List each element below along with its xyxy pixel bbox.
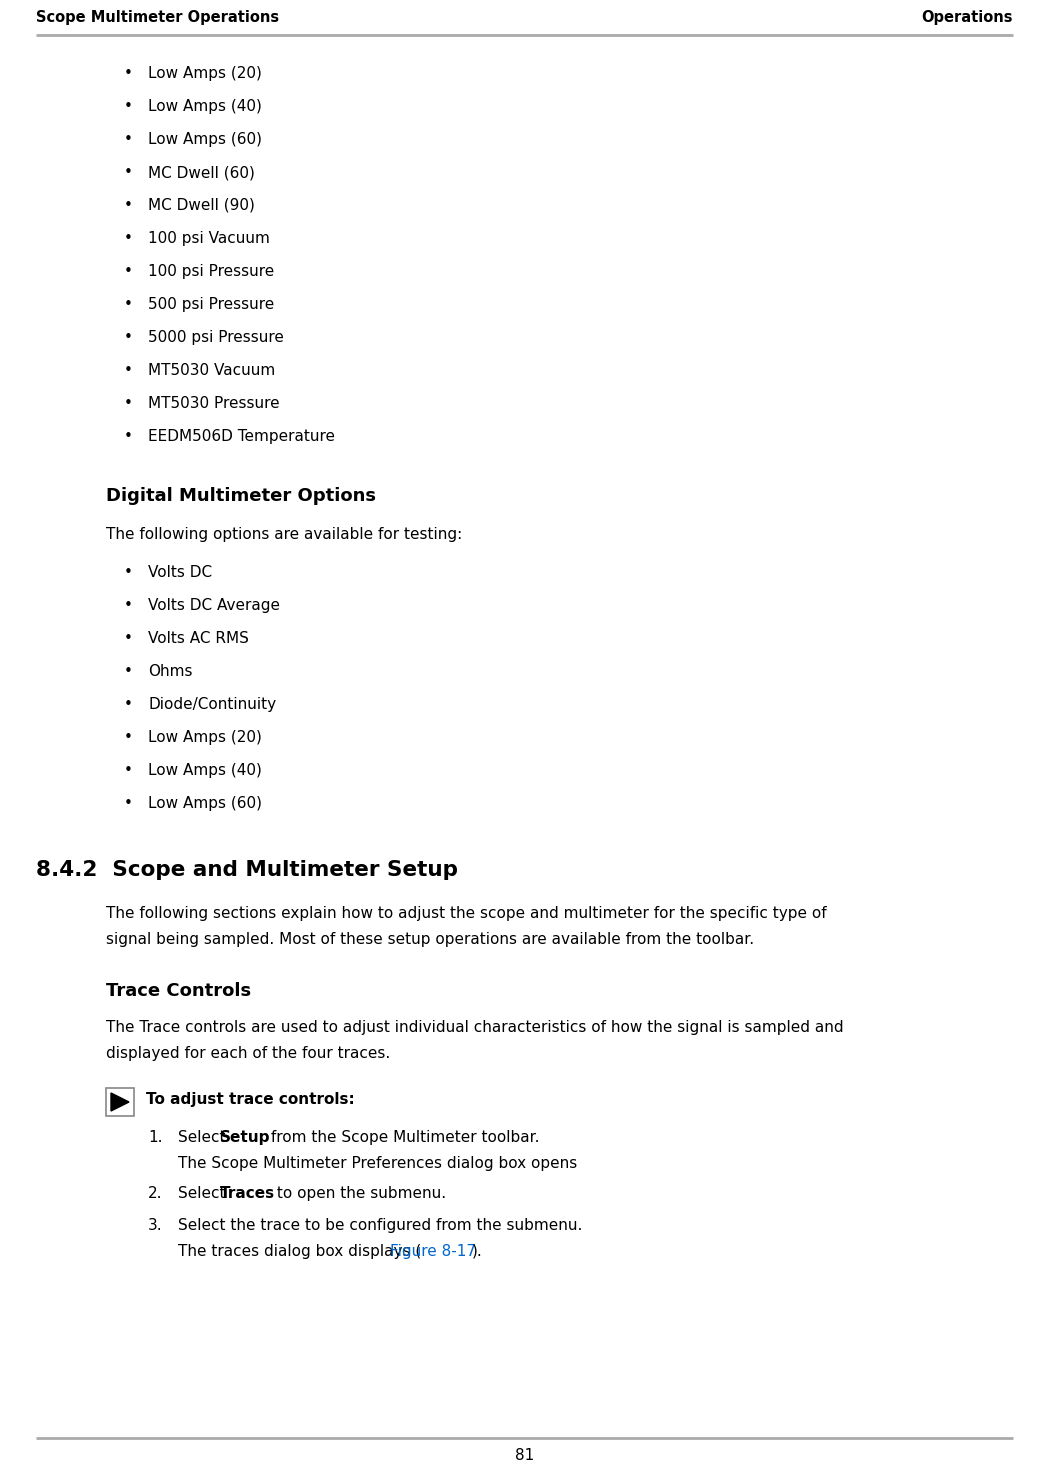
Text: •: • <box>124 664 132 679</box>
Text: •: • <box>124 598 132 613</box>
Text: to open the submenu.: to open the submenu. <box>272 1186 446 1200</box>
Text: from the Scope Multimeter toolbar.: from the Scope Multimeter toolbar. <box>266 1130 539 1145</box>
Text: To adjust trace controls:: To adjust trace controls: <box>146 1091 355 1108</box>
Text: Traces: Traces <box>220 1186 275 1200</box>
Text: Select: Select <box>178 1130 231 1145</box>
Text: 2.: 2. <box>148 1186 163 1200</box>
Text: •: • <box>124 763 132 778</box>
FancyBboxPatch shape <box>106 1089 134 1117</box>
Text: Setup: Setup <box>220 1130 271 1145</box>
Text: Low Amps (40): Low Amps (40) <box>148 99 262 113</box>
Text: Low Amps (40): Low Amps (40) <box>148 763 262 778</box>
Text: Ohms: Ohms <box>148 664 193 679</box>
Text: 81: 81 <box>515 1448 534 1463</box>
Text: •: • <box>124 330 132 345</box>
Text: The Trace controls are used to adjust individual characteristics of how the sign: The Trace controls are used to adjust in… <box>106 1019 843 1036</box>
Text: 8.4.2  Scope and Multimeter Setup: 8.4.2 Scope and Multimeter Setup <box>36 860 458 879</box>
Text: •: • <box>124 133 132 147</box>
Text: 5000 psi Pressure: 5000 psi Pressure <box>148 330 284 345</box>
Text: Low Amps (60): Low Amps (60) <box>148 795 262 812</box>
Text: displayed for each of the four traces.: displayed for each of the four traces. <box>106 1046 390 1061</box>
Text: Trace Controls: Trace Controls <box>106 982 251 1000</box>
Text: •: • <box>124 731 132 745</box>
Text: •: • <box>124 298 132 312</box>
Text: MT5030 Vacuum: MT5030 Vacuum <box>148 362 275 379</box>
Text: •: • <box>124 231 132 246</box>
Text: 100 psi Vacuum: 100 psi Vacuum <box>148 231 270 246</box>
Text: •: • <box>124 264 132 278</box>
Text: Figure 8-17: Figure 8-17 <box>390 1245 476 1259</box>
Text: 1.: 1. <box>148 1130 163 1145</box>
Text: 100 psi Pressure: 100 psi Pressure <box>148 264 274 278</box>
Text: The Scope Multimeter Preferences dialog box opens: The Scope Multimeter Preferences dialog … <box>178 1156 577 1171</box>
Text: •: • <box>124 362 132 379</box>
Text: •: • <box>124 66 132 81</box>
Text: •: • <box>124 396 132 411</box>
Text: The following sections explain how to adjust the scope and multimeter for the sp: The following sections explain how to ad… <box>106 906 827 921</box>
Text: •: • <box>124 165 132 180</box>
Text: signal being sampled. Most of these setup operations are available from the tool: signal being sampled. Most of these setu… <box>106 932 754 947</box>
Text: Scope Multimeter Operations: Scope Multimeter Operations <box>36 10 279 25</box>
Text: EEDM506D Temperature: EEDM506D Temperature <box>148 429 335 443</box>
Text: •: • <box>124 429 132 443</box>
Text: MC Dwell (60): MC Dwell (60) <box>148 165 255 180</box>
Text: Diode/Continuity: Diode/Continuity <box>148 697 276 711</box>
Text: •: • <box>124 795 132 812</box>
Text: 3.: 3. <box>148 1218 163 1233</box>
Text: Select: Select <box>178 1186 231 1200</box>
Text: •: • <box>124 630 132 647</box>
Text: Volts AC RMS: Volts AC RMS <box>148 630 249 647</box>
Text: Digital Multimeter Options: Digital Multimeter Options <box>106 488 376 505</box>
Text: Operations: Operations <box>921 10 1013 25</box>
Text: The following options are available for testing:: The following options are available for … <box>106 527 463 542</box>
Text: Select the trace to be configured from the submenu.: Select the trace to be configured from t… <box>178 1218 582 1233</box>
Text: •: • <box>124 697 132 711</box>
Text: Volts DC: Volts DC <box>148 566 212 580</box>
Text: MT5030 Pressure: MT5030 Pressure <box>148 396 280 411</box>
Text: •: • <box>124 99 132 113</box>
Text: Low Amps (20): Low Amps (20) <box>148 66 262 81</box>
Text: Volts DC Average: Volts DC Average <box>148 598 280 613</box>
Text: •: • <box>124 197 132 214</box>
Polygon shape <box>111 1093 129 1111</box>
Text: MC Dwell (90): MC Dwell (90) <box>148 197 255 214</box>
Text: Low Amps (20): Low Amps (20) <box>148 731 262 745</box>
Text: ).: ). <box>472 1245 483 1259</box>
Text: 500 psi Pressure: 500 psi Pressure <box>148 298 274 312</box>
Text: •: • <box>124 566 132 580</box>
Text: The traces dialog box displays (: The traces dialog box displays ( <box>178 1245 422 1259</box>
Text: Low Amps (60): Low Amps (60) <box>148 133 262 147</box>
